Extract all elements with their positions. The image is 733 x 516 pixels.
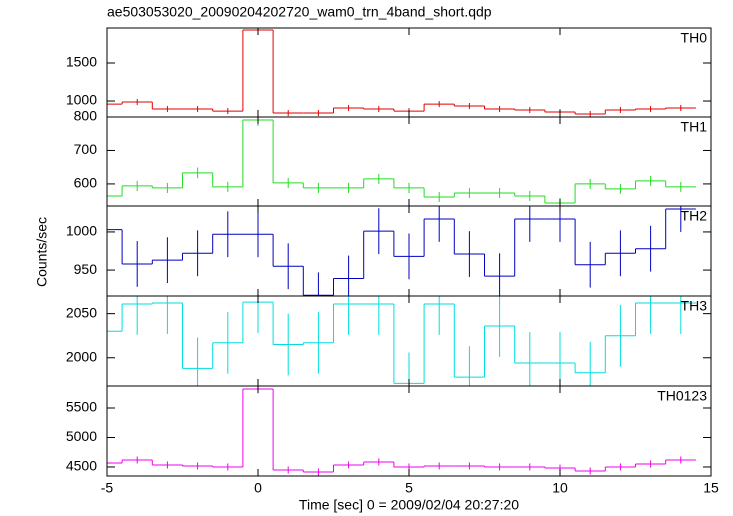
y-tick-label: 600 — [74, 175, 98, 191]
panel — [107, 28, 696, 117]
chart-title: ae503053020_20090204202720_wam0_trn_4ban… — [107, 4, 492, 20]
panel-label: TH0 — [681, 30, 708, 46]
y-tick-label: 2050 — [66, 304, 97, 320]
y-tick-label: 4500 — [66, 458, 97, 474]
y-tick-label: 5500 — [66, 399, 97, 415]
panel-frame — [106, 27, 712, 118]
y-axis-label: Counts/sec — [34, 217, 50, 287]
panel-label: TH3 — [681, 298, 708, 314]
y-tick-label: 5000 — [66, 428, 97, 444]
panel — [107, 117, 696, 206]
x-axis-label: Time [sec] 0 = 2009/02/04 20:27:20 — [299, 497, 519, 513]
y-tick-label: 1000 — [66, 223, 97, 239]
panel-label: TH2 — [681, 208, 708, 224]
x-tick-label: 5 — [405, 480, 413, 496]
panel — [107, 296, 696, 386]
y-tick-label: 1000 — [66, 92, 97, 108]
panel-label: TH0123 — [657, 388, 707, 404]
y-tick-label: 2000 — [66, 348, 97, 364]
panel — [107, 386, 696, 476]
y-tick-label: 950 — [74, 261, 98, 277]
y-tick-label: 700 — [74, 141, 98, 157]
x-tick-label: 15 — [703, 480, 719, 496]
panel — [107, 206, 696, 296]
y-tick-label: 800 — [74, 108, 98, 124]
x-tick-label: -5 — [101, 480, 114, 496]
x-tick-label: 10 — [552, 480, 568, 496]
panel-label: TH1 — [681, 119, 708, 135]
y-tick-label: 1500 — [66, 54, 97, 70]
x-tick-label: 0 — [254, 480, 262, 496]
